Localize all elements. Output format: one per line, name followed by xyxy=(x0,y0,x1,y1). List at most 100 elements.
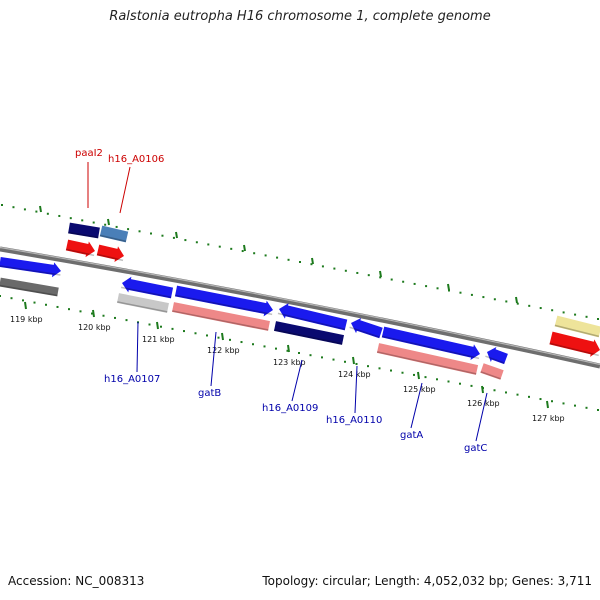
scale-dot xyxy=(264,254,267,257)
gene-label: gatA xyxy=(400,430,423,441)
gene-label: h16_A0107 xyxy=(104,374,160,385)
scale-dot xyxy=(35,210,38,213)
upper-major-tick xyxy=(515,296,518,304)
lower-major-tick xyxy=(481,385,484,394)
cds-h16-A0109-body xyxy=(273,321,345,345)
scale-dot xyxy=(505,300,508,303)
cds-red-1-shadow xyxy=(65,248,95,257)
lower-major-tick xyxy=(417,371,420,380)
gene-leader-line xyxy=(354,365,358,414)
cds-gatB-body xyxy=(172,302,270,331)
scale-dot xyxy=(102,314,105,317)
scale-dot xyxy=(597,318,599,320)
kbp-tick-label: 124 kbp xyxy=(338,370,371,379)
scale-dot xyxy=(115,225,118,228)
cds-gatB xyxy=(172,302,270,331)
cds-h16-A0107 xyxy=(117,293,169,313)
scale-dot xyxy=(69,217,72,220)
scale-dot xyxy=(161,234,164,237)
scale-dot xyxy=(160,325,162,328)
scale-dot xyxy=(413,373,415,376)
scale-dot xyxy=(528,395,530,398)
backbone-line xyxy=(0,246,600,369)
scale-dot xyxy=(436,287,439,290)
scale-dot xyxy=(298,352,300,354)
scale-dot xyxy=(413,282,416,285)
scale-dot xyxy=(344,269,347,272)
scale-dot xyxy=(562,311,565,314)
cds-h16-A0107-body xyxy=(117,293,169,313)
ruler-layer: 119 kbp 120 kbp 121 kbp 122 kbp 123 kbp 124 k… xyxy=(0,204,600,423)
cds-blue-124-shadow xyxy=(349,326,380,338)
cds-h16-A0106-body xyxy=(99,225,129,243)
scale-dot xyxy=(401,371,404,374)
scale-dot xyxy=(148,323,151,326)
scale-dot xyxy=(425,285,428,288)
scale-dot xyxy=(275,347,277,350)
lower-major-tick xyxy=(24,301,27,310)
scale-dot xyxy=(516,393,519,396)
cds-paaI2-shadow xyxy=(68,231,99,239)
cds-blue-122 xyxy=(174,285,273,317)
scale-dot xyxy=(183,330,185,333)
scale-dot xyxy=(229,338,231,341)
scale-dot xyxy=(253,252,256,255)
scale-dot xyxy=(194,332,197,335)
scale-dot xyxy=(309,354,312,357)
kbp-tick-label: 125 kbp xyxy=(403,385,436,394)
scale-dot xyxy=(1,204,3,206)
cds-blue-126 xyxy=(485,346,508,365)
map-title: Ralstonia eutropha H16 chromosome 1, com… xyxy=(109,9,491,24)
scale-dot xyxy=(46,212,49,215)
upper-scale-track xyxy=(1,204,599,320)
gene-label: h16_A0109 xyxy=(262,403,318,414)
cds-blue-121 xyxy=(120,276,174,299)
scale-dot xyxy=(218,245,221,248)
scale-dot xyxy=(332,358,335,361)
cds-h16-A0109-shadow xyxy=(274,329,343,345)
kbp-tick-label: 127 kbp xyxy=(532,414,565,423)
scale-dot xyxy=(390,369,392,372)
cds-blue-122-shadow xyxy=(174,294,273,316)
scale-dot xyxy=(551,400,553,403)
cds-h16-A0107-shadow xyxy=(117,301,168,313)
cds-gray-far-left-shadow xyxy=(0,284,58,297)
scale-dot xyxy=(539,398,542,401)
scale-dot xyxy=(321,265,324,268)
cds-red-2-body xyxy=(96,244,124,262)
cds-gatA-shadow xyxy=(376,351,477,375)
upper-major-tick xyxy=(447,283,450,291)
gene-label: h16_A0110 xyxy=(326,415,382,426)
gene-leader-line xyxy=(410,382,423,429)
lower-major-tick xyxy=(92,309,95,318)
gene-label: h16_A0106 xyxy=(108,154,164,165)
cds-blue-122-body xyxy=(174,285,273,317)
scale-dot xyxy=(424,376,427,379)
cds-blue-121-shadow xyxy=(120,286,172,299)
kbp-tick-label: 121 kbp xyxy=(142,335,175,344)
kbp-tick-label: 122 kbp xyxy=(207,346,240,355)
cds-gatC-shadow xyxy=(480,371,501,380)
cds-gatA xyxy=(376,343,479,375)
kbp-tick-label: 123 kbp xyxy=(273,358,306,367)
lower-major-tick xyxy=(156,321,159,330)
scale-dot xyxy=(240,341,243,344)
scale-dot xyxy=(10,297,13,300)
cds-paaI2 xyxy=(68,222,100,239)
scale-dot xyxy=(402,280,405,283)
scale-dot xyxy=(436,378,438,381)
cds-blue-125-body xyxy=(381,326,480,361)
gene-leader-line xyxy=(475,392,488,442)
cds-gray-far-left xyxy=(0,277,59,297)
scale-dot xyxy=(447,380,450,383)
cds-h16-A0106 xyxy=(99,225,129,243)
scale-dot xyxy=(33,301,36,304)
scale-dot xyxy=(505,391,507,394)
accession-text: Accession: NC_008313 xyxy=(8,574,145,588)
scale-dot xyxy=(448,289,450,292)
scale-dot xyxy=(493,298,496,301)
scale-dot xyxy=(482,296,485,299)
scale-dot xyxy=(367,274,370,277)
cds-upper-far-left-shadow xyxy=(0,265,61,276)
